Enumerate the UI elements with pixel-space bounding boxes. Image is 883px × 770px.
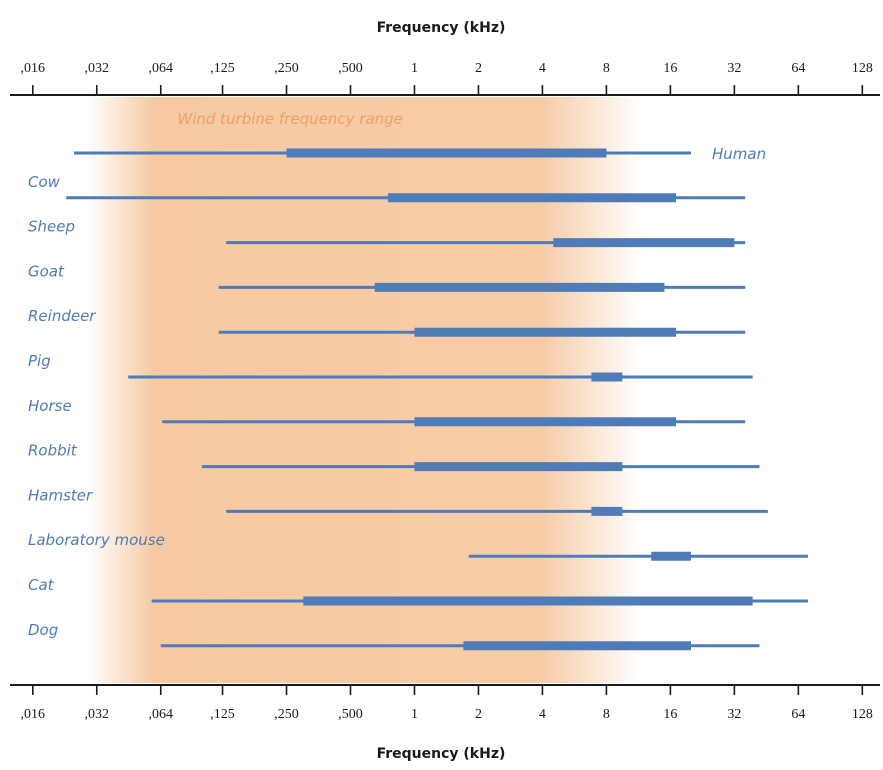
series-label: Sheep xyxy=(28,218,75,236)
bottom-tick-label: 4 xyxy=(539,707,546,722)
series-layer: Human Cow Sheep Goat Reindeer Pig Horse Robbit H… xyxy=(28,145,808,651)
series-label: Human xyxy=(712,145,766,163)
top-tick-label: ,064 xyxy=(148,61,173,76)
bottom-tick-label: 16 xyxy=(663,707,677,722)
wind-turbine-band xyxy=(87,97,643,683)
top-tick-label: ,032 xyxy=(85,61,110,76)
bottom-tick-label: 64 xyxy=(791,707,805,722)
top-tick-label: 64 xyxy=(791,61,805,76)
bottom-tick-label: 8 xyxy=(603,707,610,722)
bottom-tick-label: ,500 xyxy=(338,707,363,722)
bottom-tick-label: 128 xyxy=(852,707,873,722)
bottom-tick-label: ,125 xyxy=(210,707,235,722)
top-tick-label: 2 xyxy=(475,61,482,76)
top-axis-title: Frequency (kHz) xyxy=(377,20,506,36)
bottom-tick-label: 2 xyxy=(475,707,482,722)
top-tick-label: ,016 xyxy=(21,61,46,76)
series-label: Cat xyxy=(28,576,55,594)
series-label: Laboratory mouse xyxy=(28,531,165,549)
band-layer: Wind turbine frequency range xyxy=(87,97,643,683)
top-tick-label: 1 xyxy=(411,61,418,76)
series-label: Robbit xyxy=(28,442,78,460)
bottom-tick-label: 1 xyxy=(411,707,418,722)
top-tick-label: 32 xyxy=(727,61,741,76)
series-label: Reindeer xyxy=(28,307,96,325)
bottom-tick-label: ,250 xyxy=(274,707,299,722)
top-tick-label: 8 xyxy=(603,61,610,76)
top-tick-label: ,125 xyxy=(210,61,235,76)
bottom-axis-title: Frequency (kHz) xyxy=(377,746,506,762)
top-tick-label: 16 xyxy=(663,61,677,76)
bottom-tick-label: 32 xyxy=(727,707,741,722)
series-label: Pig xyxy=(28,352,51,370)
bottom-tick-label: ,016 xyxy=(21,707,46,722)
series-label: Cow xyxy=(28,173,61,191)
series-label: Dog xyxy=(28,621,58,639)
series-label: Horse xyxy=(28,397,72,415)
wind-turbine-band-label: Wind turbine frequency range xyxy=(177,110,402,128)
top-tick-label: 128 xyxy=(852,61,873,76)
top-tick-label: ,500 xyxy=(338,61,363,76)
top-tick-label: ,250 xyxy=(274,61,299,76)
series-label: Goat xyxy=(28,262,65,280)
axis-layer: Frequency (kHz) Frequency (kHz) ,016 ,016… xyxy=(10,20,880,762)
top-tick-label: 4 xyxy=(539,61,546,76)
bottom-tick-label: ,032 xyxy=(85,707,110,722)
bottom-tick-label: ,064 xyxy=(148,707,173,722)
series-label: Hamster xyxy=(28,486,93,504)
